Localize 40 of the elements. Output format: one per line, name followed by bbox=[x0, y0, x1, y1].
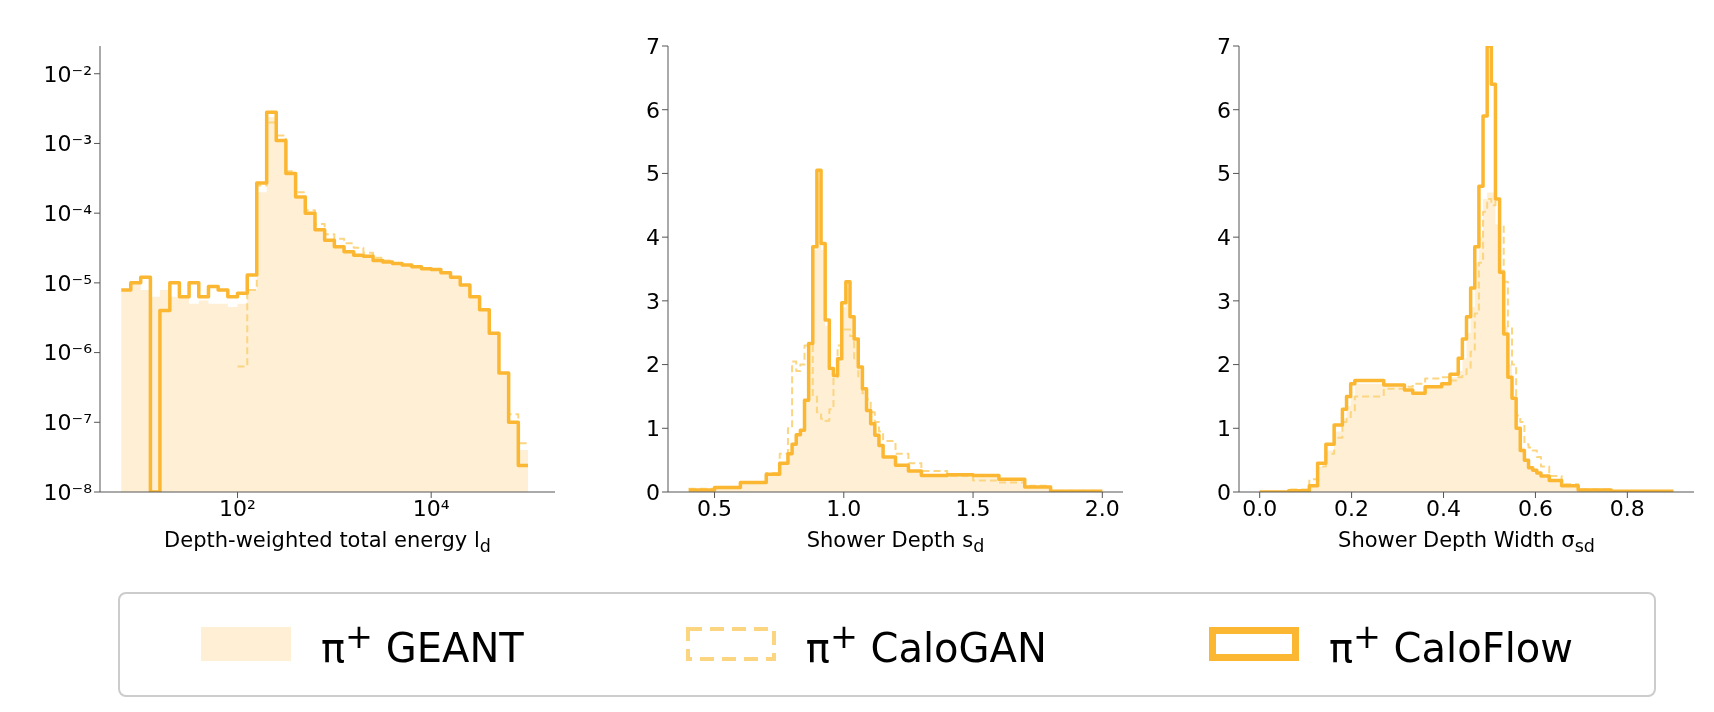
legend-label: π$^{+}$ GEANT bbox=[321, 617, 524, 672]
x-tick-label: 0.8 bbox=[1609, 495, 1645, 521]
y-tick-label: 2 bbox=[1217, 352, 1231, 378]
y-tick-label: 10⁻⁵ bbox=[43, 270, 92, 296]
y-tick-label: 7 bbox=[646, 33, 660, 59]
x-tick-label: 0.4 bbox=[1426, 495, 1462, 521]
y-tick-label: 4 bbox=[1217, 224, 1231, 250]
y-tick-label: 5 bbox=[1217, 161, 1231, 187]
y-tick-label: 2 bbox=[646, 352, 660, 378]
y-tick-label: 10⁻⁶ bbox=[43, 340, 93, 366]
y-tick-label: 3 bbox=[646, 288, 660, 314]
y-tick-label: 10⁻⁴ bbox=[43, 200, 93, 226]
x-tick-label: 0.6 bbox=[1517, 495, 1553, 521]
y-tick-label: 10⁻² bbox=[43, 61, 92, 87]
legend-label: π$^{+}$ CaloGAN bbox=[805, 617, 1047, 672]
y-tick-label: 10⁻⁷ bbox=[43, 410, 92, 436]
x-axis-title: Shower Depth s$_{d}$ bbox=[805, 528, 986, 557]
y-tick-label: 6 bbox=[1217, 97, 1231, 123]
y-tick-label: 10⁻³ bbox=[43, 131, 92, 157]
x-tick-label: 10⁴ bbox=[412, 495, 450, 521]
y-tick-label: 0 bbox=[1217, 479, 1231, 505]
y-tick-label: 1 bbox=[1217, 416, 1231, 442]
y-tick-label: 5 bbox=[646, 161, 660, 187]
x-tick-label: 1.5 bbox=[955, 495, 991, 521]
x-tick-label: 1.0 bbox=[826, 495, 862, 521]
y-tick-label: 7 bbox=[1217, 33, 1231, 59]
y-tick-label: 1 bbox=[646, 416, 660, 442]
x-tick-label: 0.5 bbox=[697, 495, 733, 521]
x-axis-title: Shower Depth Width σ$_{sd}$ bbox=[1337, 528, 1596, 557]
x-tick-label: 2.0 bbox=[1084, 495, 1120, 521]
x-tick-label: 10² bbox=[219, 495, 256, 521]
y-tick-label: 10⁻⁸ bbox=[43, 479, 93, 505]
legend-label: π$^{+}$ CaloFlow bbox=[1328, 617, 1573, 672]
x-tick-label: 0.2 bbox=[1334, 495, 1370, 521]
x-tick-label: 0.0 bbox=[1242, 495, 1278, 521]
y-tick-label: 3 bbox=[1217, 288, 1231, 314]
x-axis-title: Depth-weighted total energy l$_{d}$ bbox=[163, 528, 492, 557]
y-tick-label: 0 bbox=[646, 479, 660, 505]
y-tick-label: 4 bbox=[646, 224, 660, 250]
y-tick-label: 6 bbox=[646, 97, 660, 123]
